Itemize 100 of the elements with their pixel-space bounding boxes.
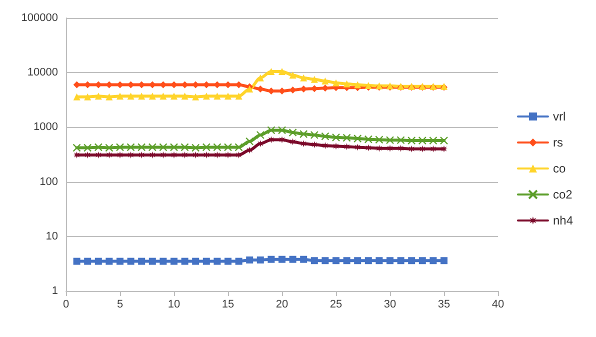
x-tick-label: 20 <box>276 298 288 310</box>
point <box>105 144 114 152</box>
point <box>160 92 167 100</box>
point <box>127 92 134 100</box>
point <box>235 151 242 158</box>
point <box>332 142 340 150</box>
point <box>94 151 102 158</box>
legend-label: vrl <box>552 110 566 124</box>
point <box>278 126 286 134</box>
legend-label: rs <box>552 136 563 150</box>
point <box>289 256 296 263</box>
point <box>396 136 405 144</box>
point <box>192 144 200 152</box>
point <box>106 151 113 158</box>
point <box>289 72 296 79</box>
point <box>386 144 394 152</box>
x-tick-label: 35 <box>438 298 450 310</box>
point <box>148 258 156 265</box>
point <box>148 92 156 100</box>
point <box>202 143 210 152</box>
point <box>84 144 92 152</box>
point <box>430 145 437 152</box>
point <box>192 93 200 100</box>
point <box>310 76 318 83</box>
point <box>288 128 297 137</box>
y-tick-label: 100000 <box>21 12 58 24</box>
point <box>354 134 362 143</box>
y-tick-label: 10 <box>46 230 58 242</box>
x-tick-label: 40 <box>492 298 504 310</box>
point <box>430 257 437 264</box>
point <box>159 143 168 152</box>
point <box>418 257 426 264</box>
point <box>332 133 340 142</box>
point <box>267 126 276 134</box>
point <box>408 136 416 145</box>
point <box>224 92 232 100</box>
point <box>192 258 200 265</box>
point <box>408 257 416 264</box>
point <box>170 92 178 100</box>
point <box>94 258 102 265</box>
point <box>300 74 308 82</box>
point <box>440 145 448 152</box>
point <box>84 93 92 100</box>
point <box>375 136 384 144</box>
point <box>116 92 124 100</box>
point <box>148 143 156 152</box>
point <box>289 86 296 94</box>
point <box>106 93 113 100</box>
point <box>300 140 308 148</box>
point <box>72 144 81 152</box>
point <box>116 143 124 152</box>
point <box>376 257 383 264</box>
point <box>138 92 146 100</box>
point <box>343 257 350 264</box>
point <box>322 142 329 150</box>
point <box>342 134 351 142</box>
point <box>354 144 362 151</box>
y-tick-label: 1 <box>52 285 58 297</box>
point <box>321 132 330 140</box>
point <box>278 68 286 75</box>
point <box>213 143 222 152</box>
point <box>397 257 404 264</box>
point <box>256 130 264 140</box>
point <box>343 80 350 88</box>
point <box>170 143 178 152</box>
legend-label: nh4 <box>552 214 574 228</box>
point <box>160 258 167 265</box>
x-tick-label: 15 <box>222 298 234 310</box>
y-tick-label: 1000 <box>34 121 58 134</box>
point <box>214 151 221 158</box>
point <box>364 144 372 152</box>
point <box>268 256 275 263</box>
point <box>127 258 134 265</box>
point <box>224 151 232 158</box>
point <box>214 258 221 265</box>
point <box>268 68 275 75</box>
legend-label: co2 <box>552 188 573 202</box>
point <box>278 136 286 144</box>
point <box>440 136 448 145</box>
point <box>289 138 296 146</box>
point <box>440 257 448 264</box>
point <box>181 258 188 265</box>
point <box>246 256 254 264</box>
y-tick-label: 10000 <box>27 66 58 79</box>
point <box>224 143 232 152</box>
point <box>354 257 362 264</box>
point <box>397 144 404 152</box>
point <box>116 151 124 158</box>
point <box>376 144 383 152</box>
point <box>127 151 134 158</box>
point <box>214 92 221 100</box>
point <box>170 151 178 158</box>
point <box>364 135 372 144</box>
point <box>268 136 275 144</box>
point <box>429 136 438 145</box>
point <box>300 130 308 138</box>
point <box>126 143 135 152</box>
point <box>116 81 124 88</box>
point <box>170 258 178 265</box>
point <box>310 141 318 148</box>
